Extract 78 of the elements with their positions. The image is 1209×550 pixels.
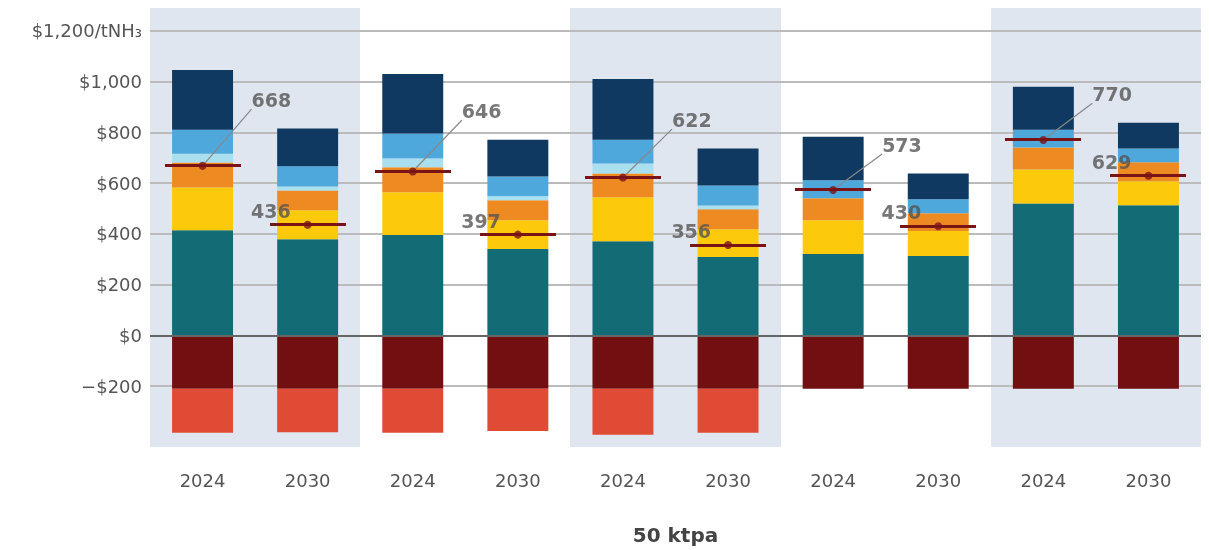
bar [1012,203,1074,336]
bar [277,239,339,336]
bar [802,253,864,336]
bar [592,335,654,389]
bar [592,139,654,164]
y-tick-label: $200 [96,274,142,296]
bar [907,335,969,389]
bar [382,192,444,236]
x-tick-label: 2024 [1020,469,1067,491]
bar [802,220,864,254]
bar [697,388,759,433]
bar [487,249,549,336]
bar [697,148,759,186]
bar [802,198,864,221]
bar [382,335,444,389]
bar [697,185,759,206]
bar [172,230,234,336]
bar [1117,205,1179,336]
bar [592,197,654,242]
bar [592,241,654,336]
bar [487,335,549,389]
bar [592,388,654,435]
data-label: 770 [1092,82,1133,105]
x-tick-label: 2024 [810,469,857,491]
y-tick-label: $800 [96,121,142,143]
y-tick-label: $400 [96,223,142,245]
bar [172,69,234,130]
bar [592,79,654,140]
bar [1012,335,1074,389]
bar [487,139,549,177]
bar [697,256,759,336]
y-tick-label: $600 [96,172,142,194]
bar [277,186,339,191]
x-tick-label: 2024 [389,469,436,491]
bar [172,129,234,154]
bar [907,231,969,256]
x-tick-label: 2030 [705,469,751,491]
x-tick-label: 2030 [494,469,541,491]
bar [907,255,969,336]
bar [1117,335,1179,389]
data-label: 622 [671,108,712,131]
bar [1117,122,1179,149]
data-label: 573 [882,133,922,156]
bar [697,335,759,389]
data-label: 668 [251,88,292,111]
bar [487,388,549,432]
y-tick-label: −$200 [81,375,142,397]
bar [277,388,339,433]
bar [1012,169,1074,204]
bar [697,205,759,210]
bar [382,235,444,336]
bar [277,335,339,389]
x-tick-label: 2024 [179,469,226,491]
bar [382,133,444,159]
bar [1012,86,1074,130]
bar [907,173,969,200]
bar [1117,181,1179,206]
bar [277,166,339,187]
x-tick-label: 2030 [1125,469,1172,491]
data-label: 646 [461,99,502,122]
bar [1012,147,1074,170]
bar [172,187,234,231]
x-axis-title: 50 ktpa [632,523,719,547]
y-tick-label: $1,200/tNH₃ [31,20,142,42]
x-tick-label: 2030 [284,469,331,491]
bar [382,73,444,134]
bar [802,335,864,389]
y-tick-label: $1,000 [79,71,142,93]
y-tick-label: $0 [119,324,142,346]
bar [382,388,444,433]
x-tick-label: 2030 [915,469,962,491]
x-tick-label: 2024 [600,469,646,491]
bar [487,176,549,197]
bar [487,196,549,201]
bar [277,128,339,167]
bar [802,136,864,181]
bar [172,335,234,389]
bar [172,388,234,433]
